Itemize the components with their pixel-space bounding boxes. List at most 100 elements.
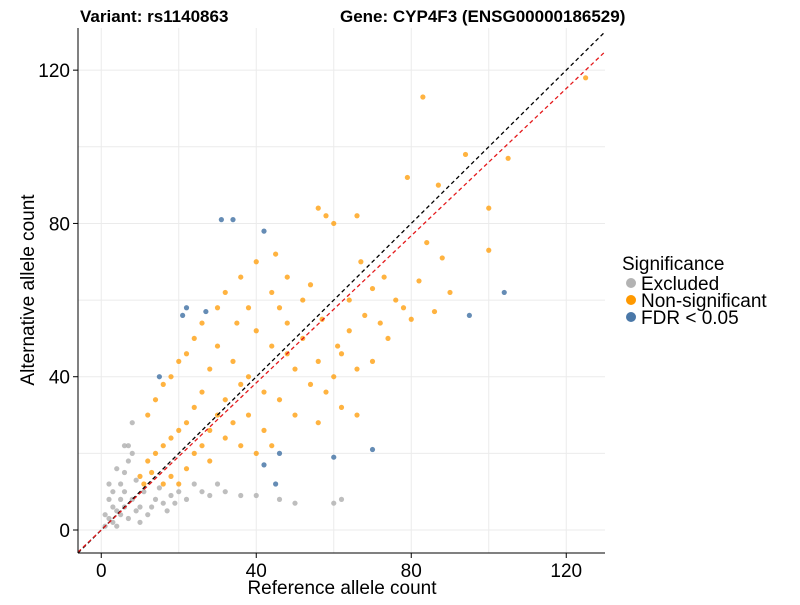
point-non-significant: [269, 289, 275, 296]
point-excluded: [276, 496, 283, 502]
point-excluded: [238, 492, 244, 499]
reference-line-fit: [77, 51, 606, 553]
point-non-significant: [261, 389, 267, 395]
point-fdr-0-05: [501, 289, 507, 296]
point-excluded: [118, 496, 124, 502]
point-fdr-0-05: [273, 481, 279, 487]
point-excluded: [133, 508, 139, 514]
point-non-significant: [354, 366, 360, 372]
point-non-significant: [273, 251, 279, 257]
point-non-significant: [346, 297, 352, 303]
point-non-significant: [505, 155, 511, 161]
point-excluded: [125, 515, 131, 522]
legend-title: Significance: [622, 254, 724, 275]
point-non-significant: [253, 259, 259, 265]
point-non-significant: [354, 412, 360, 418]
point-non-significant: [230, 420, 236, 426]
point-excluded: [222, 489, 228, 495]
legend: Significance Excluded Non-significant FD…: [622, 254, 767, 329]
point-excluded: [114, 508, 120, 514]
point-non-significant: [335, 343, 341, 349]
point-non-significant: [168, 374, 174, 380]
point-excluded: [183, 496, 190, 502]
point-non-significant: [160, 381, 166, 387]
legend-label-excluded: Excluded: [641, 274, 719, 295]
point-non-significant: [191, 404, 197, 410]
point-excluded: [121, 443, 128, 449]
point-non-significant: [400, 305, 407, 311]
point-non-significant: [300, 297, 306, 303]
title-variant: Variant: rs1140863: [80, 7, 228, 26]
point-non-significant: [245, 305, 252, 311]
point-non-significant: [152, 397, 159, 403]
point-non-significant: [149, 469, 155, 476]
point-non-significant: [284, 320, 290, 326]
point-non-significant: [292, 412, 298, 418]
point-non-significant: [583, 75, 589, 81]
point-non-significant: [315, 420, 321, 426]
point-excluded: [164, 508, 170, 514]
point-non-significant: [346, 328, 352, 334]
point-non-significant: [141, 481, 147, 487]
reference-line-identity: [77, 31, 606, 554]
point-non-significant: [393, 297, 399, 303]
point-non-significant: [222, 289, 228, 296]
point-excluded: [121, 469, 128, 476]
grid: [78, 28, 605, 553]
point-excluded: [191, 481, 197, 487]
point-non-significant: [276, 397, 283, 403]
point-excluded: [338, 496, 345, 502]
point-excluded: [110, 504, 116, 510]
data-points: [102, 75, 589, 529]
point-fdr-0-05: [203, 308, 209, 315]
point-excluded: [331, 500, 337, 506]
point-non-significant: [176, 481, 182, 487]
point-excluded: [110, 489, 116, 495]
point-non-significant: [323, 389, 329, 395]
point-non-significant: [137, 473, 143, 479]
point-non-significant: [199, 320, 205, 326]
point-non-significant: [145, 412, 151, 418]
point-non-significant: [338, 404, 345, 410]
point-non-significant: [439, 255, 445, 261]
point-excluded: [152, 496, 159, 502]
point-fdr-0-05: [261, 228, 267, 234]
x-tick-label: 120: [550, 561, 582, 582]
x-tick-label: 40: [246, 561, 267, 582]
point-non-significant: [160, 443, 166, 449]
point-non-significant: [420, 94, 426, 100]
point-non-significant: [338, 351, 345, 357]
legend-swatch-fdr: [626, 312, 636, 322]
point-non-significant: [214, 305, 221, 311]
point-non-significant: [486, 247, 492, 253]
point-fdr-0-05: [218, 217, 224, 223]
point-fdr-0-05: [276, 450, 283, 456]
point-non-significant: [238, 381, 244, 387]
point-non-significant: [207, 427, 213, 433]
point-fdr-0-05: [156, 374, 162, 380]
point-excluded: [137, 504, 143, 510]
point-non-significant: [191, 335, 197, 342]
point-excluded: [145, 512, 151, 518]
y-axis-label: Alternative allele count: [18, 194, 39, 386]
point-excluded: [168, 492, 174, 499]
point-non-significant: [381, 274, 387, 280]
point-non-significant: [253, 450, 259, 456]
point-excluded: [133, 477, 139, 483]
point-excluded: [156, 485, 162, 491]
point-non-significant: [276, 305, 283, 311]
point-non-significant: [323, 213, 329, 219]
point-non-significant: [253, 328, 259, 334]
point-non-significant: [315, 358, 321, 364]
point-non-significant: [214, 343, 221, 349]
point-non-significant: [369, 285, 376, 292]
point-non-significant: [431, 308, 438, 315]
point-excluded: [149, 504, 155, 510]
point-non-significant: [462, 151, 469, 158]
point-excluded: [129, 420, 135, 426]
legend-swatch-non-significant: [626, 295, 636, 305]
point-non-significant: [199, 389, 205, 395]
point-non-significant: [358, 259, 364, 265]
point-non-significant: [152, 450, 159, 456]
